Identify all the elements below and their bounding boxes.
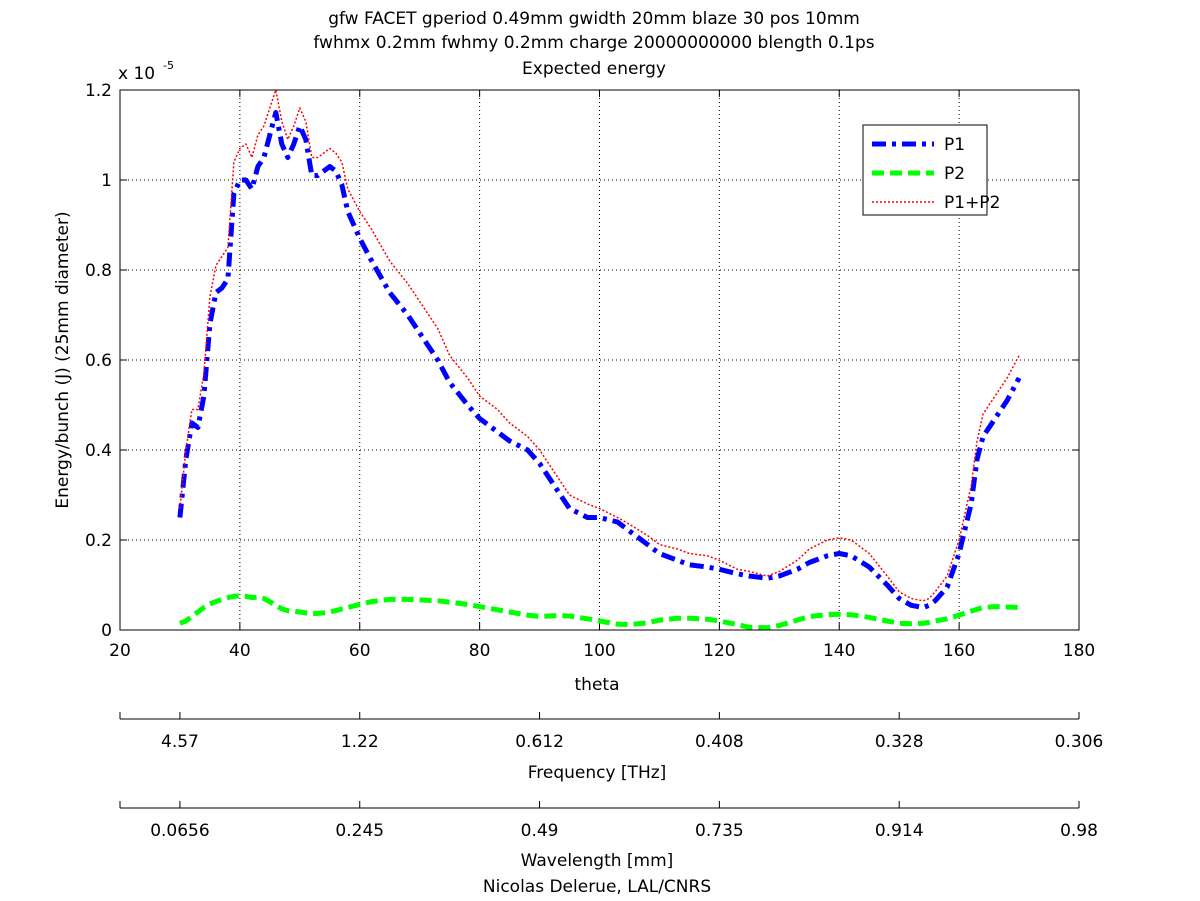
x-tick-label: 40 xyxy=(229,641,251,661)
title-line-3: Expected energy xyxy=(522,59,666,79)
legend: P1 P2 P1+P2 xyxy=(862,124,1000,216)
x-tick-label: 120 xyxy=(703,641,735,661)
y-axis-label: Energy/bunch (J) (25mm diameter) xyxy=(53,211,73,508)
x-tick-label: 100 xyxy=(583,641,615,661)
secondary-axis-label: Wavelength [mm] xyxy=(521,851,674,871)
legend-box xyxy=(862,124,988,216)
series-layer xyxy=(177,89,1022,631)
y-tick-label: 0.6 xyxy=(85,351,112,371)
x-axis-label: theta xyxy=(575,675,620,695)
footer-credit: Nicolas Delerue, LAL/CNRS xyxy=(483,877,711,897)
secondary-tick-label: 0.306 xyxy=(1055,732,1104,752)
x-tick-label: 60 xyxy=(349,641,371,661)
x-tick-label: 160 xyxy=(943,641,975,661)
secondary-tick-label: 0.914 xyxy=(875,821,924,841)
y-multiplier-base: x 10 xyxy=(118,64,155,84)
secondary-tick-label: 0.0656 xyxy=(150,821,209,841)
plot-border xyxy=(119,89,1080,631)
series-line-p2 xyxy=(179,593,1020,631)
y-multiplier: x 10 -5 xyxy=(118,59,174,84)
x-tick-label: 180 xyxy=(1063,641,1095,661)
x-tick-label: 140 xyxy=(823,641,855,661)
secondary-tick-label: 0.735 xyxy=(695,821,744,841)
secondary-tick-label: 0.98 xyxy=(1060,821,1098,841)
secondary-tick-label: 0.328 xyxy=(875,732,924,752)
secondary-tick-label: 0.49 xyxy=(521,821,559,841)
chart-title: gfw FACET gperiod 0.49mm gwidth 20mm bla… xyxy=(313,9,874,79)
x-tick-label: 80 xyxy=(469,641,491,661)
y-tick-label: 0.4 xyxy=(85,441,112,461)
x-tick-label: 20 xyxy=(109,641,131,661)
y-tick-label: 0.2 xyxy=(85,531,112,551)
secondary-axis-label: Frequency [THz] xyxy=(528,763,667,783)
title-line-2: fwhmx 0.2mm fwhmy 0.2mm charge 200000000… xyxy=(313,33,874,53)
secondary-tick-label: 4.57 xyxy=(161,732,199,752)
legend-label: P1+P2 xyxy=(944,193,1000,213)
secondary-axes: 4.57 1.22 0.612 0.408 0.328 0.306 Frequency [T… xyxy=(119,712,1104,871)
title-line-1: gfw FACET gperiod 0.49mm gwidth 20mm bla… xyxy=(328,9,860,29)
y-tick-label: 0 xyxy=(101,621,112,641)
secondary-tick-label: 1.22 xyxy=(341,732,379,752)
legend-label: P2 xyxy=(944,164,965,184)
y-multiplier-exponent: -5 xyxy=(163,59,174,72)
secondary-tick-label: 0.408 xyxy=(695,732,744,752)
secondary-tick-label: 0.612 xyxy=(515,732,564,752)
axes: 20 40 60 80 100 120 140 160 180 0 0.2 0.4 0.6 0.8 1 1.2 xyxy=(85,81,1095,661)
y-tick-label: 1 xyxy=(101,171,112,191)
series-line-p1 xyxy=(177,110,1022,610)
plot-frame xyxy=(119,89,1080,631)
legend-label: P1 xyxy=(944,135,965,155)
y-tick-label: 0.8 xyxy=(85,261,112,281)
secondary-tick-label: 0.245 xyxy=(335,821,384,841)
y-tick-label: 1.2 xyxy=(85,81,112,101)
series-line-p1-plus-p2 xyxy=(179,89,1020,602)
